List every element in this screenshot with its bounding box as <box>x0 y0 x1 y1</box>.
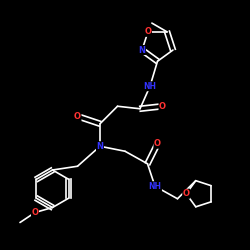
Text: O: O <box>144 27 152 36</box>
Text: O: O <box>154 139 161 148</box>
Text: O: O <box>183 189 190 198</box>
Text: N: N <box>138 46 145 54</box>
Text: N: N <box>96 142 103 151</box>
Text: NH: NH <box>144 82 156 91</box>
Text: O: O <box>32 208 38 217</box>
Text: NH: NH <box>148 182 162 191</box>
Text: O: O <box>74 112 81 121</box>
Text: O: O <box>159 102 166 111</box>
